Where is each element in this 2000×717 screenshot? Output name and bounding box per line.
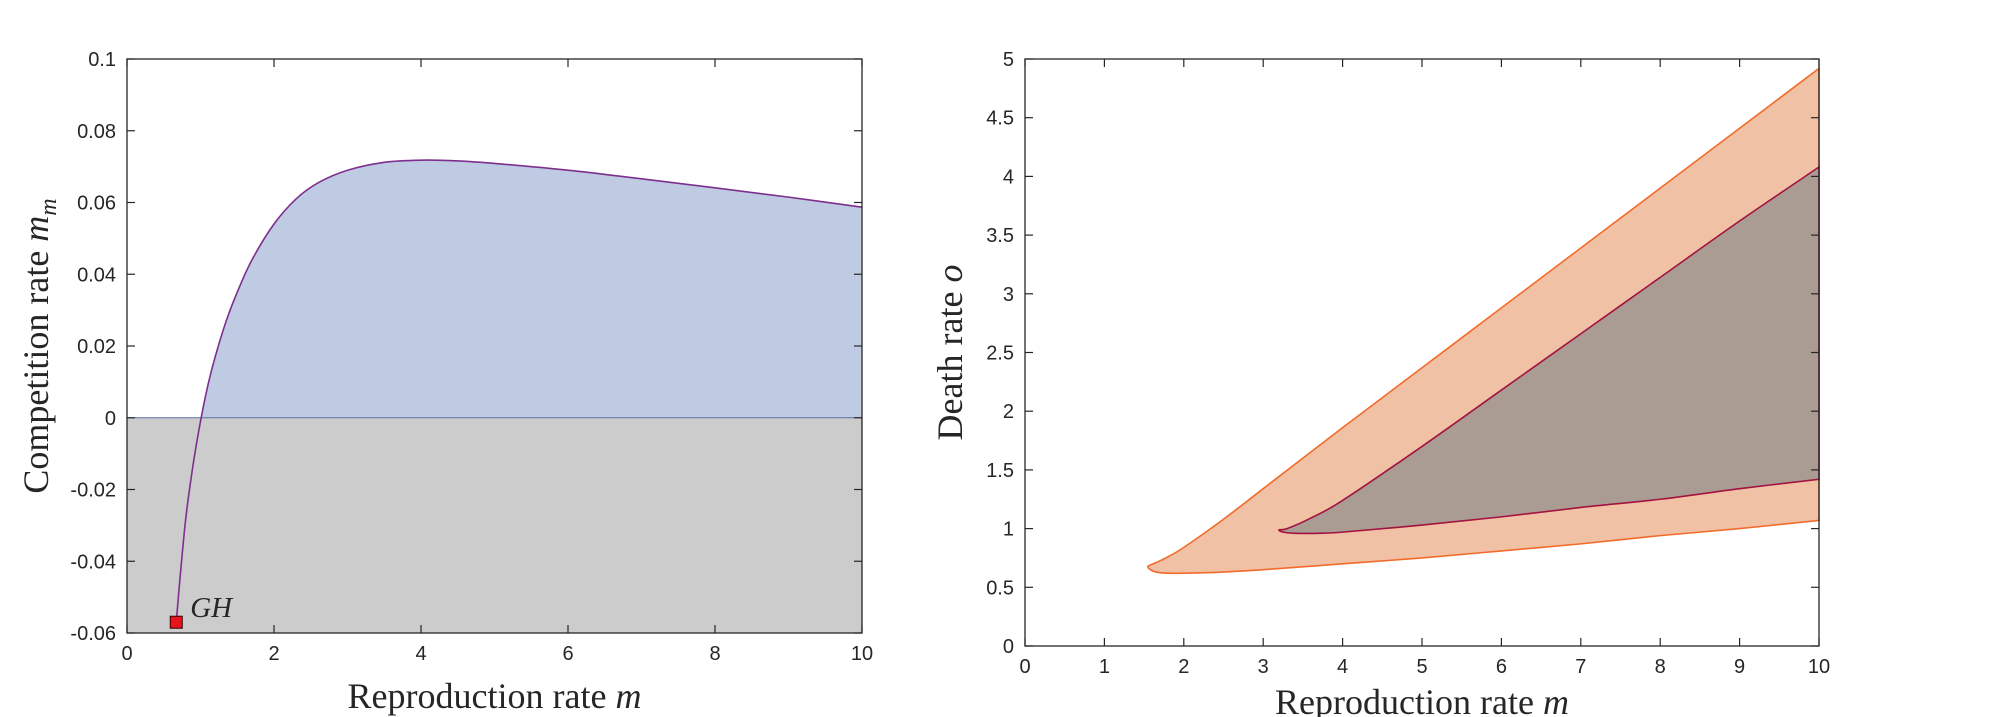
y-tick-label: 0.1: [88, 49, 116, 71]
left-x-axis-label-text: Reproduction rate: [348, 676, 616, 716]
x-tick-label: 6: [1496, 656, 1507, 678]
y-tick-label: 0.02: [77, 336, 116, 358]
x-tick-label: 8: [709, 643, 720, 665]
left-y-axis-label: Competition rate mm: [16, 198, 62, 493]
right-inner-region: [1278, 165, 1820, 535]
x-tick-label: 7: [1575, 656, 1586, 678]
x-tick-label: 8: [1655, 656, 1666, 678]
x-tick-label: 10: [1808, 656, 1830, 678]
x-tick-label: 0: [1019, 656, 1030, 678]
right-x-axis-label-text: Reproduction rate: [1275, 682, 1543, 717]
right-tick-marks: [1024, 58, 1820, 647]
y-tick-label: -0.02: [70, 480, 116, 502]
left-tick-marks: [126, 58, 863, 634]
right-x-axis-label: Reproduction rate m: [1275, 682, 1569, 717]
x-tick-label: 3: [1258, 656, 1269, 678]
left-x-tick-labels: 0 2 4 6 8 10: [121, 643, 873, 665]
y-tick-label: 0.04: [77, 264, 116, 286]
y-tick-label: 3: [1003, 284, 1014, 306]
y-tick-label: 2.5: [986, 343, 1014, 365]
x-tick-label: 2: [1178, 656, 1189, 678]
gh-point-marker: [169, 615, 183, 629]
x-tick-label: 9: [1734, 656, 1745, 678]
y-tick-label: 3.5: [986, 225, 1014, 247]
y-tick-label: 4.5: [986, 108, 1014, 130]
left-x-axis-label: Reproduction rate m: [348, 676, 642, 716]
left-panel: 0 2 4 6 8 10 -0.06 -0.04 -0.02 0 0.02 0.04 0.06 0.08…: [16, 49, 873, 716]
x-tick-label: 4: [415, 643, 426, 665]
right-y-axis-label-text: Death rate: [930, 283, 970, 441]
y-tick-label: 0.06: [77, 193, 116, 215]
y-tick-label: 1: [1003, 519, 1014, 541]
x-tick-label: 10: [851, 643, 873, 665]
right-panel: 0 1 2 3 4 5 6 7 8 9 10 0 0.5 1 1.5 2 2.5 3 3.5 4 4.5 5 Repro…: [930, 49, 1830, 717]
left-boundary-curve: [175, 159, 863, 623]
y-tick-label: 1.5: [986, 460, 1014, 482]
y-tick-label: 5: [1003, 49, 1014, 71]
x-tick-label: 0: [121, 643, 132, 665]
right-x-tick-labels: 0 1 2 3 4 5 6 7 8 9 10: [1019, 656, 1830, 678]
y-tick-label: 4: [1003, 166, 1014, 188]
x-tick-label: 5: [1416, 656, 1427, 678]
x-tick-label: 1: [1099, 656, 1110, 678]
x-tick-label: 2: [268, 643, 279, 665]
y-tick-label: -0.04: [70, 551, 116, 573]
y-tick-label: 0.08: [77, 121, 116, 143]
y-tick-label: 0.5: [986, 577, 1014, 599]
right-y-axis-label-symbol: o: [930, 265, 970, 283]
left-y-axis-label-subscript: m: [36, 198, 62, 215]
left-region-above-zero: [201, 160, 863, 418]
left-region-below-zero: [127, 417, 862, 633]
left-y-axis-label-text: Competition rate: [16, 242, 56, 494]
x-tick-label: 4: [1337, 656, 1348, 678]
left-y-tick-labels: -0.06 -0.04 -0.02 0 0.02 0.04 0.06 0.08 0.1: [70, 49, 116, 645]
y-tick-label: 0: [1003, 636, 1014, 658]
gh-point-label: GH: [190, 592, 234, 624]
y-tick-label: 2: [1003, 401, 1014, 423]
y-tick-label: -0.06: [70, 623, 116, 645]
y-tick-label: 0: [105, 408, 116, 430]
left-x-axis-label-symbol: m: [615, 676, 641, 716]
x-tick-label: 6: [562, 643, 573, 665]
left-y-axis-label-symbol: m: [16, 216, 56, 242]
right-y-axis-label: Death rate o: [930, 265, 970, 441]
right-x-axis-label-symbol: m: [1543, 682, 1569, 717]
right-y-tick-labels: 0 0.5 1 1.5 2 2.5 3 3.5 4 4.5 5: [986, 49, 1014, 658]
